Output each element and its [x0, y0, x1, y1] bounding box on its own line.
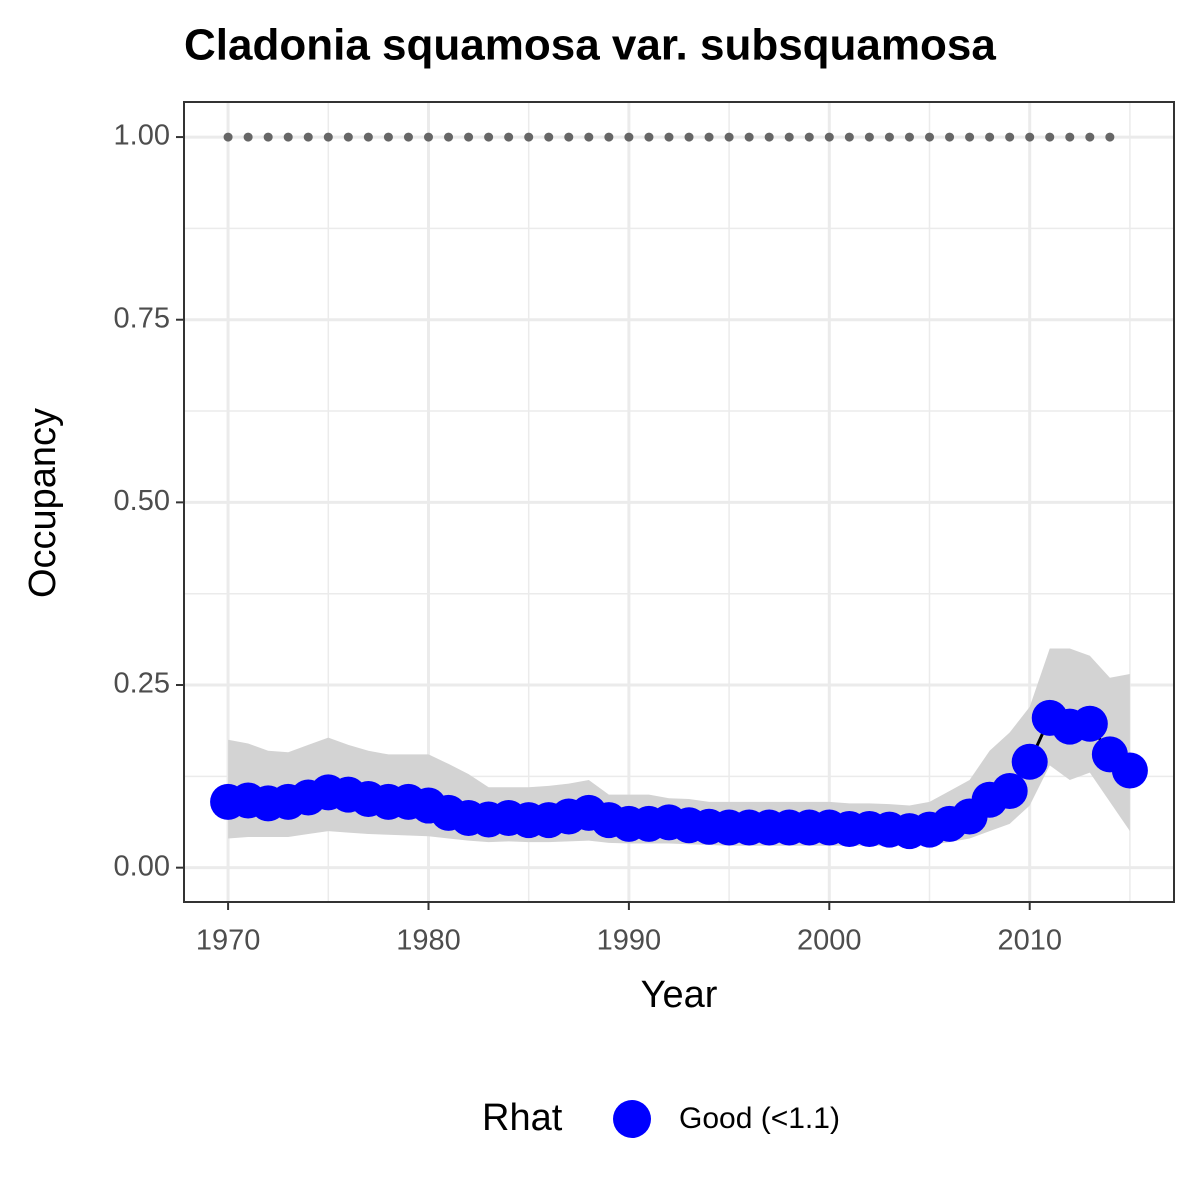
reference-dot: [243, 132, 253, 142]
reference-dot: [844, 132, 854, 142]
y-tick-label: 0.25: [114, 668, 170, 700]
reference-dot: [1045, 132, 1055, 142]
y-axis-title: Occupancy: [22, 408, 64, 598]
x-tick-label: 2000: [797, 925, 862, 957]
legend-title: Rhat: [482, 1097, 563, 1139]
reference-dot: [1025, 132, 1035, 142]
reference-dot: [764, 132, 774, 142]
reference-dot: [303, 132, 313, 142]
plot-border: [183, 101, 1175, 903]
reference-dot: [724, 132, 734, 142]
reference-dot: [363, 132, 373, 142]
reference-dot: [624, 132, 634, 142]
data-point: [1011, 743, 1048, 780]
reference-dot: [524, 132, 534, 142]
reference-dot: [604, 132, 614, 142]
reference-dot: [544, 132, 554, 142]
x-axis-title: Year: [641, 974, 718, 1016]
reference-dot: [1065, 132, 1075, 142]
reference-dot: [644, 132, 654, 142]
chart-title: Cladonia squamosa var. subsquamosa: [184, 21, 996, 70]
legend-label: Good (<1.1): [679, 1102, 840, 1135]
reference-dot: [1105, 132, 1115, 142]
reference-dot: [423, 132, 433, 142]
data-point: [991, 772, 1028, 809]
reference-dot: [704, 132, 714, 142]
reference-dot: [664, 132, 674, 142]
reference-dot: [403, 132, 413, 142]
reference-dot: [904, 132, 914, 142]
reference-dot: [804, 132, 814, 142]
y-tick-label: 0.00: [114, 850, 170, 882]
data-point: [1071, 705, 1108, 742]
reference-dot: [684, 132, 694, 142]
x-tick-label: 1970: [196, 925, 261, 957]
reference-dot: [925, 132, 935, 142]
data-point: [1111, 752, 1148, 789]
reference-dot: [283, 132, 293, 142]
reference-dot: [824, 132, 834, 142]
reference-dot: [1005, 132, 1015, 142]
y-tick-label: 1.00: [114, 120, 170, 152]
reference-dot: [965, 132, 975, 142]
x-tick-label: 1990: [597, 925, 662, 957]
reference-dot: [484, 132, 494, 142]
reference-dot: [464, 132, 474, 142]
reference-dot: [323, 132, 333, 142]
reference-dot: [564, 132, 574, 142]
reference-dot: [1085, 132, 1095, 142]
reference-dot: [263, 132, 273, 142]
reference-dot: [985, 132, 995, 142]
reference-dot: [444, 132, 454, 142]
reference-dot: [744, 132, 754, 142]
reference-dot: [864, 132, 874, 142]
x-tick-label: 2010: [997, 925, 1062, 957]
reference-dot: [784, 132, 794, 142]
reference-dot: [223, 132, 233, 142]
reference-dot: [884, 132, 894, 142]
legend-swatch: [613, 1100, 651, 1138]
y-tick-label: 0.75: [114, 302, 170, 334]
reference-dot: [945, 132, 955, 142]
reference-dot: [584, 132, 594, 142]
x-tick-label: 1980: [396, 925, 461, 957]
reference-dot: [343, 132, 353, 142]
reference-dot: [504, 132, 514, 142]
reference-dot: [383, 132, 393, 142]
y-tick-label: 0.50: [114, 485, 170, 517]
